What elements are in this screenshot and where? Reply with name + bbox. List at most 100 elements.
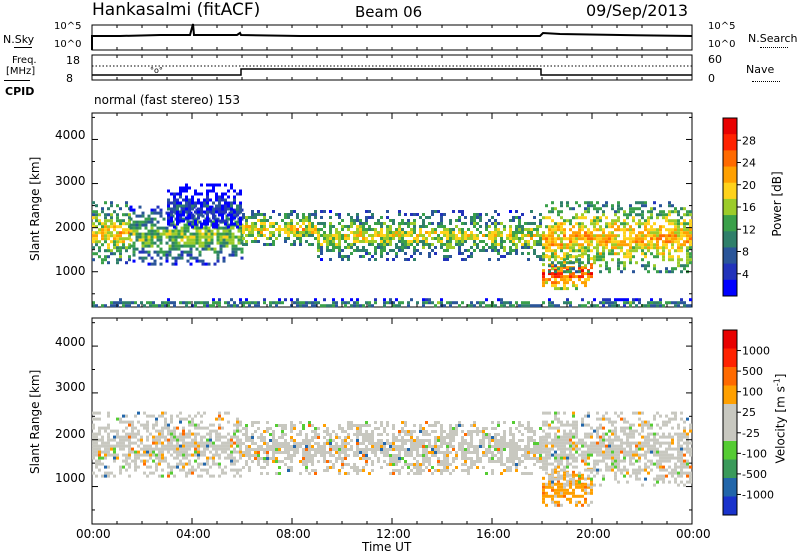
heatmap-cell: [365, 433, 368, 436]
heatmap-cell: [173, 304, 176, 308]
heatmap-cell: [569, 237, 572, 241]
heatmap-cell: [138, 226, 142, 230]
heatmap-cell: [587, 503, 590, 507]
heatmap-cell: [266, 445, 269, 448]
heatmap-cell: [389, 472, 392, 475]
heatmap-cell: [605, 246, 608, 250]
heatmap-cell: [113, 456, 116, 460]
heatmap-cell: [482, 442, 485, 445]
heatmap-cell: [554, 249, 557, 253]
heatmap-cell: [380, 246, 383, 249]
heatmap-cell: [299, 243, 302, 246]
heatmap-cell: [245, 240, 248, 243]
heatmap-cell: [680, 474, 683, 478]
heatmap-cell: [554, 435, 557, 439]
heatmap-cell: [200, 192, 203, 196]
heatmap-cell: [449, 424, 452, 427]
heatmap-cell: [521, 301, 524, 305]
heatmap-cell: [611, 304, 614, 308]
heatmap-cell: [557, 255, 560, 259]
heatmap-cell: [188, 432, 191, 436]
heatmap-cell: [653, 201, 656, 205]
heatmap-cell: [227, 201, 230, 205]
heatmap-cell: [539, 427, 542, 430]
heatmap-cell: [548, 240, 551, 244]
heatmap-cell: [116, 237, 119, 241]
heatmap-cell: [383, 243, 386, 246]
heatmap-cell: [431, 424, 434, 427]
heatmap-cell: [263, 216, 266, 219]
heatmap-cell: [95, 252, 98, 256]
heatmap-cell: [572, 491, 575, 495]
heatmap-cell: [479, 445, 482, 448]
heatmap-cell: [260, 222, 263, 225]
heatmap-cell: [464, 222, 467, 225]
heatmap-cell: [374, 258, 377, 261]
heatmap-cell: [620, 447, 623, 451]
heatmap-cell: [536, 445, 539, 448]
heatmap-cell: [263, 436, 266, 439]
heatmap-cell: [413, 240, 416, 243]
heatmap-cell: [569, 219, 572, 223]
heatmap-cell: [659, 468, 662, 472]
heatmap-cell: [194, 435, 197, 439]
heatmap-cell: [173, 192, 176, 196]
heatmap-cell: [494, 433, 497, 436]
heatmap-cell: [554, 470, 557, 474]
heatmap-cell: [332, 234, 335, 237]
heatmap-cell: [560, 228, 563, 232]
heatmap-cell: [401, 439, 404, 442]
heatmap-cell: [135, 229, 139, 233]
heatmap-cell: [599, 447, 602, 451]
heatmap-cell: [428, 243, 431, 246]
heatmap-cell: [216, 235, 220, 239]
heatmap-cell: [392, 472, 395, 475]
heatmap-cell: [203, 444, 206, 448]
heatmap-cell: [593, 462, 596, 466]
heatmap-cell: [219, 241, 223, 245]
heatmap-cell: [554, 266, 557, 270]
heatmap-cell: [617, 207, 620, 211]
heatmap-cell: [575, 420, 578, 424]
heatmap-cell: [476, 466, 479, 469]
heatmap-cell: [590, 450, 593, 454]
heatmap-cell: [641, 420, 644, 424]
heatmap-cell: [198, 229, 202, 233]
heatmap-cell: [596, 252, 599, 256]
heatmap-cell: [473, 213, 476, 216]
heatmap-cell: [644, 450, 647, 454]
heatmap-cell: [251, 240, 254, 243]
heatmap-cell: [542, 255, 545, 259]
heatmap-cell: [377, 439, 380, 442]
heatmap-cell: [299, 234, 302, 237]
heatmap-cell: [641, 240, 644, 244]
heatmap-cell: [218, 444, 221, 448]
heatmap-cell: [308, 231, 311, 234]
heatmap-cell: [161, 426, 164, 430]
heatmap-cell: [200, 453, 203, 457]
heatmap-cell: [191, 216, 194, 220]
heatmap-cell: [101, 441, 104, 445]
heatmap-cell: [629, 210, 632, 214]
heatmap-cell: [653, 243, 656, 247]
heatmap-cell: [332, 237, 335, 240]
heatmap-cell: [605, 298, 608, 302]
heatmap-cell: [548, 435, 551, 439]
heatmap-cell: [122, 414, 125, 418]
heatmap-cell: [521, 460, 524, 463]
heatmap-cell: [542, 429, 545, 433]
heatmap-cell: [222, 259, 226, 263]
heatmap-cell: [611, 219, 614, 223]
heatmap-cell: [449, 445, 452, 448]
heatmap-cell: [641, 447, 644, 451]
heatmap-cell: [482, 466, 485, 469]
heatmap-cell: [125, 459, 128, 463]
heatmap-cell: [662, 480, 665, 484]
heatmap-cell: [152, 450, 155, 454]
heatmap-cell: [257, 451, 260, 454]
heatmap-cell: [224, 198, 227, 202]
heatmap-cell: [545, 435, 548, 439]
heatmap-cell: [344, 457, 347, 460]
heatmap-cell: [203, 441, 206, 445]
heatmap-cell: [494, 427, 497, 430]
